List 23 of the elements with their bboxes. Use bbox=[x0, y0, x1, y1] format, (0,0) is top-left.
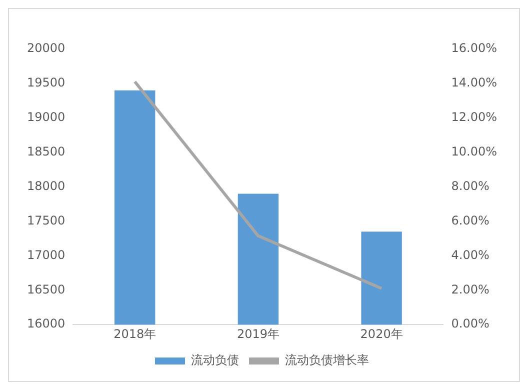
y-tick-label: 16000 bbox=[26, 316, 66, 331]
y2-tick-label: 2.00% bbox=[451, 282, 490, 296]
y-tick-label: 16500 bbox=[26, 282, 66, 296]
y-tick-label: 19000 bbox=[26, 110, 66, 124]
y-tick-label: 17500 bbox=[26, 213, 66, 228]
x-tick-label: 2018年 bbox=[114, 326, 156, 341]
x-tick-label: 2020年 bbox=[360, 326, 403, 341]
y2-tick-label: 6.00% bbox=[451, 213, 490, 228]
y2-tick-label: 12.00% bbox=[451, 110, 498, 124]
y-tick-label: 17000 bbox=[26, 248, 66, 262]
y-tick-label: 19500 bbox=[26, 76, 66, 90]
y2-tick-label: 10.00% bbox=[451, 144, 498, 158]
legend-label: 流动负债 bbox=[191, 353, 239, 368]
y2-tick-label: 4.00% bbox=[451, 248, 490, 262]
x-tick-label: 2019年 bbox=[236, 326, 280, 341]
legend-label: 流动负债增长率 bbox=[285, 353, 369, 368]
y2-tick-label: 8.00% bbox=[451, 178, 490, 193]
y2-tick-label: 16.00% bbox=[451, 41, 498, 56]
y-tick-label: 18500 bbox=[26, 144, 66, 158]
y-tick-label: 20000 bbox=[26, 41, 66, 56]
y-tick-label: 18000 bbox=[26, 178, 66, 193]
y2-tick-label: 14.00% bbox=[451, 76, 498, 90]
y2-tick-label: 0.00% bbox=[451, 316, 490, 331]
